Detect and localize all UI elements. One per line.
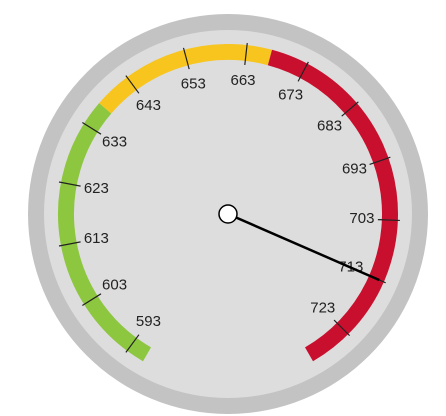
tick-label: 693 xyxy=(342,161,367,178)
color-band xyxy=(99,44,272,114)
tick-mark xyxy=(82,121,102,135)
tick-mark xyxy=(369,156,391,166)
tick-mark xyxy=(125,75,140,94)
tick-mark xyxy=(377,219,400,222)
needle-hub xyxy=(218,204,238,224)
tick-mark xyxy=(341,101,359,117)
tick-mark xyxy=(297,61,309,82)
color-band xyxy=(58,103,152,362)
tick-mark xyxy=(244,43,248,66)
tick-label: 673 xyxy=(278,86,303,103)
tick-label: 623 xyxy=(84,180,109,197)
tick-label: 633 xyxy=(102,134,127,151)
tick-label: 663 xyxy=(230,72,255,89)
tick-mark xyxy=(58,181,81,187)
tick-label: 683 xyxy=(317,118,342,135)
tick-label: 613 xyxy=(84,230,109,247)
tick-label: 653 xyxy=(181,76,206,93)
color-band xyxy=(267,49,398,362)
needle xyxy=(227,212,380,282)
tick-label: 703 xyxy=(349,210,374,227)
tick-label: 643 xyxy=(136,97,161,114)
tick-mark xyxy=(125,334,140,353)
tick-label: 723 xyxy=(310,300,335,317)
tick-mark xyxy=(82,293,102,307)
tick-label: 593 xyxy=(136,313,161,330)
tick-label: 603 xyxy=(102,276,127,293)
tick-mark xyxy=(182,47,190,70)
tick-mark xyxy=(333,319,351,337)
tick-mark xyxy=(58,241,81,247)
